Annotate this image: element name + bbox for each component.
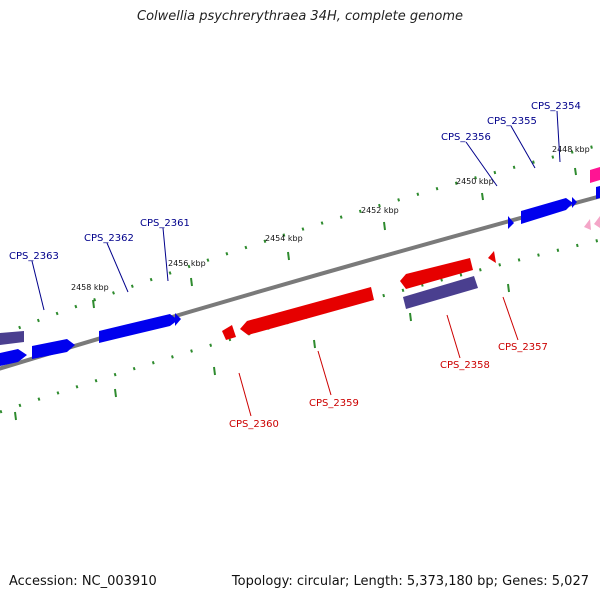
tick-label-2456: 2456 kbp	[168, 259, 206, 268]
leader-cps-2363	[31, 260, 45, 311]
gene-arrow-cps-2358[interactable]	[403, 276, 478, 309]
label-cps-2362[interactable]: CPS_2362	[84, 233, 134, 244]
gene-arrow-cps-2358-red[interactable]	[400, 258, 473, 289]
gene-arrow-edge-pink-1	[584, 219, 591, 230]
tick-label-2452: 2452 kbp	[361, 206, 399, 215]
label-cps-2361[interactable]: CPS_2361	[140, 218, 190, 229]
label-cps-2359[interactable]: CPS_2359	[309, 398, 359, 409]
major-tick-2456	[190, 277, 193, 287]
label-cps-2360[interactable]: CPS_2360	[229, 419, 279, 430]
leader-cps-2360	[238, 372, 252, 417]
gene-arrow-edge-partial-blue[interactable]	[596, 186, 600, 199]
gene-arrow-cps-2355[interactable]	[521, 198, 573, 224]
leader-cps-2356	[465, 141, 498, 187]
leader-cps-2359	[317, 350, 332, 396]
gene-arrow-edge-pink-2	[594, 216, 600, 228]
leader-cps-2361	[162, 227, 169, 282]
tick-label-2458: 2458 kbp	[71, 283, 109, 292]
forward-strand-genes	[0, 167, 600, 366]
major-tick-2448	[574, 167, 577, 176]
inner-major-tick	[213, 366, 216, 376]
label-leaders	[31, 110, 561, 417]
label-cps-2355[interactable]: CPS_2355	[487, 116, 537, 127]
inner-tick-ring	[0, 238, 600, 414]
gene-arrow-cps-2359[interactable]	[240, 287, 374, 335]
tick-label-2448: 2448 kbp	[552, 145, 590, 154]
accession-text: Accession: NC_003910	[9, 574, 157, 589]
inner-major-tick	[114, 388, 117, 398]
gene-arrow-cps-2360[interactable]	[222, 325, 236, 340]
gene-arrow-cps-2361-tip[interactable]	[175, 313, 181, 326]
gene-arrow-cps-2363[interactable]	[32, 339, 75, 359]
inner-tick-dots	[0, 238, 600, 414]
label-cps-2363[interactable]: CPS_2363	[9, 251, 59, 262]
inner-major-tick	[507, 283, 510, 293]
gene-arrow-fwd-left-partial[interactable]	[0, 331, 24, 345]
leader-cps-2355	[510, 125, 536, 169]
leader-cps-2358	[446, 314, 461, 359]
gene-arrow-fwd-left-blue[interactable]	[0, 349, 27, 366]
major-tick-2458	[92, 299, 95, 309]
label-cps-2358[interactable]: CPS_2358	[440, 360, 490, 371]
gene-labels: CPS_2354 CPS_2355 CPS_2356 CPS_2357 CPS_…	[9, 101, 581, 430]
tick-layer: 2448 kbp 2450 kbp 2452 kbp 2454 kbp 2456…	[14, 145, 590, 421]
reverse-strand-genes	[222, 216, 600, 340]
tick-label-2450: 2450 kbp	[456, 177, 494, 186]
gene-arrow-cps-2357[interactable]	[488, 251, 496, 263]
major-tick-2450	[481, 192, 484, 201]
leader-cps-2362	[106, 242, 129, 293]
gene-arrow-cps-2354[interactable]	[572, 197, 577, 208]
leader-cps-2354	[556, 110, 561, 163]
inner-major-tick	[14, 411, 17, 421]
inner-major-tick	[409, 312, 412, 322]
genome-summary-text: Topology: circular; Length: 5,373,180 bp…	[231, 574, 589, 589]
gene-arrow-cps-2361[interactable]	[99, 314, 178, 343]
genome-backbone	[0, 194, 600, 371]
gene-arrow-cps-2356[interactable]	[508, 216, 514, 229]
major-tick-2454	[287, 251, 290, 261]
leader-cps-2357	[502, 296, 519, 341]
major-tick-2452	[383, 221, 386, 231]
label-cps-2357[interactable]: CPS_2357	[498, 342, 548, 353]
label-cps-2356[interactable]: CPS_2356	[441, 132, 491, 143]
gene-arrow-edge-partial-pink[interactable]	[590, 167, 600, 183]
map-title: Colwellia psychrerythraea 34H, complete …	[137, 9, 463, 24]
label-cps-2354[interactable]: CPS_2354	[531, 101, 581, 112]
tick-label-2454: 2454 kbp	[265, 234, 303, 243]
inner-major-tick	[313, 339, 316, 349]
